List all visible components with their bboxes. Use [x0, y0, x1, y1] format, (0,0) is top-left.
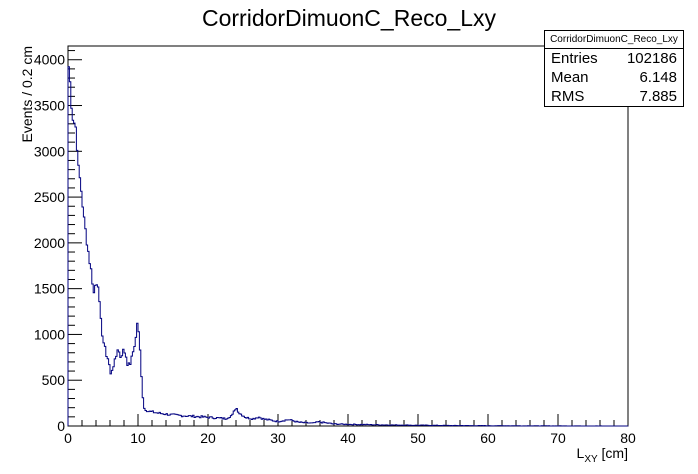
x-tick-label: 10: [130, 430, 146, 446]
y-tick-label: 3500: [34, 98, 65, 114]
stats-rms-row: RMS 7.885: [545, 87, 683, 106]
x-axis: 0 10 20 30 40 50 60 70 80: [64, 414, 636, 446]
stats-rms-label: RMS: [551, 88, 585, 105]
stats-rms-value: 7.885: [639, 88, 677, 105]
y-tick-label: 0: [57, 418, 65, 434]
y-tick-label: 4000: [34, 52, 65, 68]
histogram-series: [67, 66, 629, 427]
y-tick-label: 500: [42, 372, 66, 388]
x-tick-label: 70: [550, 430, 566, 446]
x-axis-label: LXY [cm]: [577, 445, 628, 465]
x-tick-label: 20: [200, 430, 216, 446]
x-tick-label: 80: [620, 430, 636, 446]
stats-mean-label: Mean: [551, 69, 589, 86]
y-tick-label: 3000: [34, 143, 65, 159]
stats-entries-value: 102186: [626, 50, 677, 67]
stats-entries-row: Entries 102186: [545, 49, 683, 68]
y-tick-label: 2500: [34, 189, 65, 205]
stats-entries-label: Entries: [551, 50, 598, 67]
stats-mean-row: Mean 6.148: [545, 68, 683, 87]
chart-title: CorridorDimuonC_Reco_Lxy: [202, 5, 497, 31]
x-tick-label: 50: [410, 430, 426, 446]
x-tick-label: 60: [480, 430, 496, 446]
y-axis: 0 500 1000 1500 2000 2500 3000 3500 4000: [34, 50, 82, 434]
y-tick-label: 2000: [34, 235, 65, 251]
stats-mean-value: 6.148: [639, 69, 677, 86]
x-tick-label: 0: [64, 430, 72, 446]
stats-box: CorridorDimuonC_Reco_Lxy Entries 102186 …: [544, 30, 684, 107]
stats-title: CorridorDimuonC_Reco_Lxy: [545, 31, 683, 49]
x-tick-label: 30: [270, 430, 286, 446]
y-tick-label: 1000: [34, 326, 65, 342]
y-tick-label: 1500: [34, 281, 65, 297]
x-tick-label: 40: [340, 430, 356, 446]
y-axis-label: Events / 0.2 cm: [19, 46, 35, 142]
